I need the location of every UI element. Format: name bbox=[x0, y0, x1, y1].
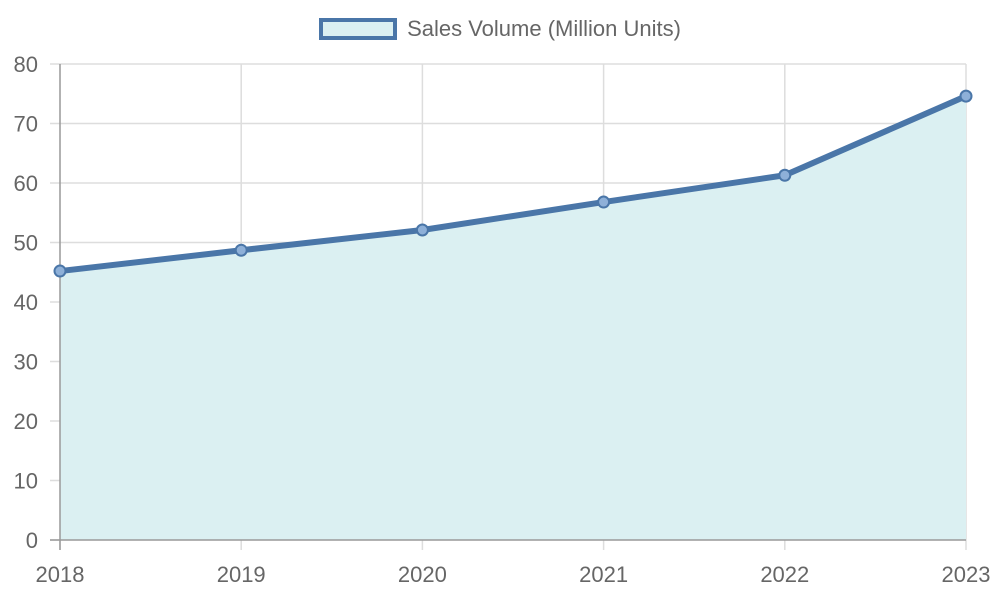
y-tick-label: 80 bbox=[14, 52, 38, 77]
x-tick-label: 2020 bbox=[398, 562, 447, 587]
y-tick-label: 60 bbox=[14, 171, 38, 196]
legend-swatch bbox=[319, 18, 398, 40]
y-tick-label: 20 bbox=[14, 409, 38, 434]
series-area-fill bbox=[60, 96, 966, 540]
data-points bbox=[53, 89, 973, 278]
data-point[interactable] bbox=[959, 89, 973, 103]
axes bbox=[50, 64, 966, 550]
series-line-layer bbox=[57, 93, 969, 275]
y-tick-label: 40 bbox=[14, 290, 38, 315]
y-tick-label: 30 bbox=[14, 350, 38, 375]
data-point[interactable] bbox=[415, 223, 429, 237]
x-tick-label: 2019 bbox=[217, 562, 266, 587]
data-point[interactable] bbox=[53, 264, 67, 278]
x-tick-label: 2022 bbox=[760, 562, 809, 587]
tick-labels: 0 10 20 30 40 50 60 70 80 2018 2019 2020 2021 2022 202… bbox=[14, 52, 991, 587]
x-tick-label: 2018 bbox=[36, 562, 85, 587]
legend-label: Sales Volume (Million Units) bbox=[407, 16, 681, 41]
data-point[interactable] bbox=[597, 195, 611, 209]
y-tick-label: 0 bbox=[26, 528, 38, 553]
data-point[interactable] bbox=[778, 168, 792, 182]
data-point[interactable] bbox=[234, 243, 248, 257]
x-tick-label: 2023 bbox=[942, 562, 991, 587]
x-tick-label: 2021 bbox=[579, 562, 628, 587]
y-tick-label: 70 bbox=[14, 112, 38, 137]
area-fill-layer bbox=[60, 96, 966, 540]
y-tick-label: 10 bbox=[14, 469, 38, 494]
chart-legend[interactable]: Sales Volume (Million Units) bbox=[0, 16, 1000, 42]
y-tick-label: 50 bbox=[14, 231, 38, 256]
series-line bbox=[57, 93, 969, 275]
